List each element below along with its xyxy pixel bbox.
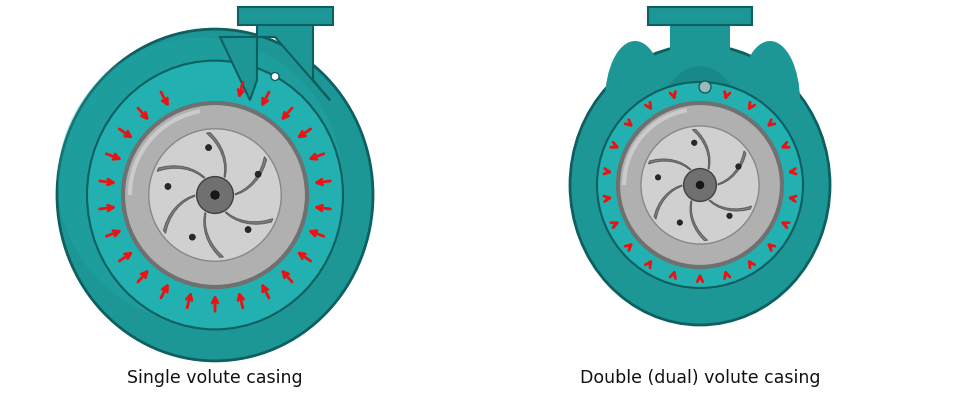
Ellipse shape [656,175,661,180]
Ellipse shape [740,41,800,161]
Ellipse shape [605,41,665,161]
Text: Double (dual) volute casing: Double (dual) volute casing [580,369,820,387]
Ellipse shape [677,220,682,225]
Ellipse shape [255,171,261,177]
Ellipse shape [58,38,342,322]
Ellipse shape [641,126,760,244]
Polygon shape [709,200,752,211]
Ellipse shape [727,213,732,218]
Ellipse shape [692,140,697,146]
FancyBboxPatch shape [237,7,332,25]
Ellipse shape [271,72,279,80]
Ellipse shape [699,81,711,93]
Polygon shape [220,20,330,100]
Ellipse shape [618,103,782,267]
Ellipse shape [655,66,745,206]
Polygon shape [164,195,195,233]
Ellipse shape [123,103,307,287]
Ellipse shape [165,184,171,190]
Ellipse shape [87,61,343,330]
Ellipse shape [57,29,373,361]
FancyBboxPatch shape [648,7,752,25]
Ellipse shape [736,164,741,169]
Ellipse shape [206,145,212,150]
Polygon shape [654,185,682,219]
Polygon shape [649,159,691,170]
Polygon shape [225,212,272,224]
Ellipse shape [697,181,704,189]
Ellipse shape [570,45,830,325]
Polygon shape [693,130,710,169]
Ellipse shape [149,129,281,261]
Polygon shape [235,157,267,195]
Polygon shape [690,201,708,240]
Polygon shape [204,212,223,257]
Ellipse shape [597,82,803,288]
Polygon shape [600,18,820,227]
Polygon shape [718,151,746,185]
Ellipse shape [684,169,716,202]
Ellipse shape [197,177,233,214]
Text: Single volute casing: Single volute casing [127,369,303,387]
Ellipse shape [245,226,251,232]
Ellipse shape [189,234,195,240]
Polygon shape [157,166,205,178]
Ellipse shape [211,191,220,199]
Polygon shape [207,133,226,178]
